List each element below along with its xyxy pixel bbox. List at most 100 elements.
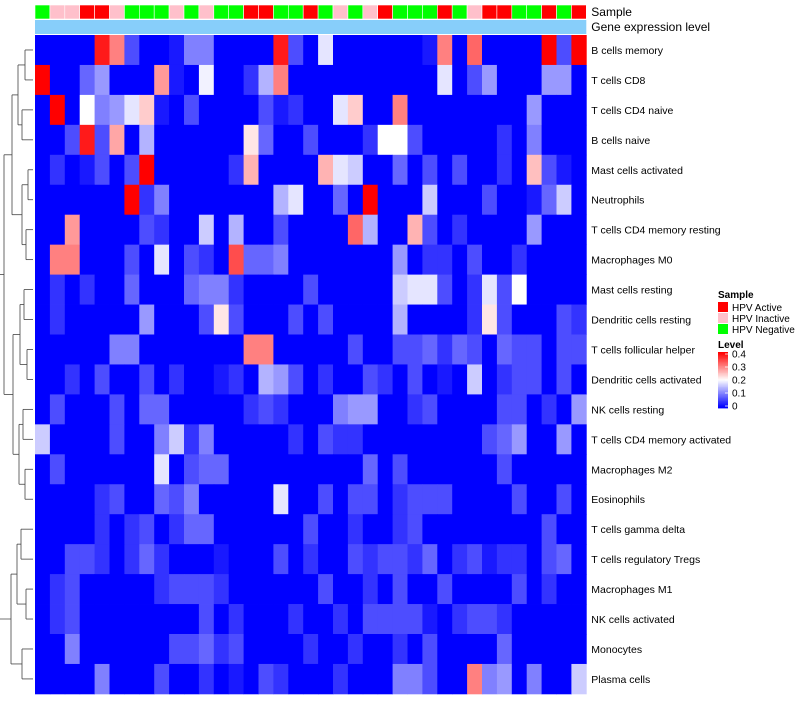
heatmap-cell [377,35,393,66]
heatmap-cell [154,424,170,455]
heatmap-cell [228,454,244,485]
legend-level-gradient-strip [718,401,728,403]
heatmap-cell [243,304,259,335]
heatmap-cell [94,424,110,455]
heatmap-cell [288,484,304,515]
heatmap-cell [288,124,304,156]
sample-annotation-cell [273,4,289,20]
heatmap-cell [35,274,51,305]
heatmap-cell [213,394,230,425]
sample-annotation-cell [481,4,498,20]
heatmap-cell [64,214,81,246]
row-label: B cells memory [591,45,664,57]
heatmap-cell [526,214,542,246]
heatmap-cell [169,35,185,66]
heatmap-cell [377,544,393,575]
heatmap-cell [482,124,498,156]
heatmap-cell [333,364,349,395]
heatmap-cell [64,124,81,156]
heatmap-cell [303,574,319,605]
heatmap-cell [49,64,66,96]
legend-level-gradient-strip [718,359,728,361]
heatmap-cell [526,304,542,335]
heatmap-cell [541,364,557,395]
heatmap-cell [109,64,125,96]
heatmap-cell [109,484,125,515]
heatmap-cell [407,274,423,305]
heatmap-cell [318,35,334,66]
heatmap-cell [154,484,170,515]
heatmap-cell [437,574,453,605]
heatmap-cell [213,94,230,126]
heatmap-cell [496,454,513,485]
heatmap-cell [318,184,334,216]
heatmap-cell [347,394,364,425]
heatmap-cell [526,574,542,605]
heatmap-cell [94,274,110,305]
heatmap-cell [154,154,170,186]
sample-annotation-cell [571,4,587,20]
heatmap-cell [482,634,498,665]
heatmap-cell [79,334,95,365]
legend-level-gradient-strip [718,356,728,358]
heatmap-cell [482,484,498,515]
heatmap-cell [347,274,364,305]
heatmap-cell [213,454,230,485]
heatmap-cell [511,214,528,246]
legend-level-gradient-strip [718,402,728,405]
heatmap-cell [362,544,379,575]
heatmap-cell [273,514,289,545]
heatmap-cell [258,424,274,455]
heatmap-cell [437,663,453,695]
heatmap-cell [94,514,110,545]
heatmap-cell [541,484,557,515]
heatmap-cell [124,94,140,126]
heatmap-cell [273,244,289,275]
heatmap-cell [541,35,557,66]
heatmap-cell [482,514,498,545]
heatmap-cell [184,304,200,335]
heatmap-cell [467,484,483,515]
heatmap-cell [94,334,110,365]
heatmap-cell [228,484,244,515]
heatmap-cell [422,394,438,425]
heatmap-cell [541,94,557,126]
heatmap-cell [511,424,528,455]
heatmap-cell [407,214,423,246]
heatmap-cell [556,35,572,66]
heatmap-cell [139,484,155,515]
heatmap-cell [377,484,393,515]
heatmap-cell [437,64,453,96]
heatmap-cell [243,484,259,515]
heatmap-cell [333,334,349,365]
heatmap-cell [288,64,304,96]
heatmap-cell [362,304,379,335]
heatmap-cell [556,394,572,425]
heatmap-cell [169,304,185,335]
legend-level-gradient-strip [718,378,728,381]
heatmap-cell [392,634,408,665]
heatmap-cell [79,35,95,66]
heatmap-cell [511,64,528,96]
heatmap-cell [407,514,423,545]
heatmap-cell [496,35,513,66]
heatmap-cell [184,424,200,455]
heatmap-cell [377,244,393,275]
heatmap-cell [556,514,572,545]
heatmap-cell [243,214,259,246]
heatmap-cell [184,334,200,365]
heatmap-cell [213,544,230,575]
heatmap-cell [124,184,140,216]
heatmap-cell [437,454,453,485]
legend-sample-title: Sample [718,290,754,301]
heatmap-cell [407,304,423,335]
heatmap-cell [109,304,125,335]
heatmap-cell [288,424,304,455]
heatmap-cell [303,604,319,635]
heatmap-cell [496,94,513,126]
heatmap-cell [333,484,349,515]
heatmap-cell [556,424,572,455]
heatmap-cell [124,424,140,455]
legend-level-gradient-strip [718,381,728,384]
heatmap-cell [49,514,66,545]
